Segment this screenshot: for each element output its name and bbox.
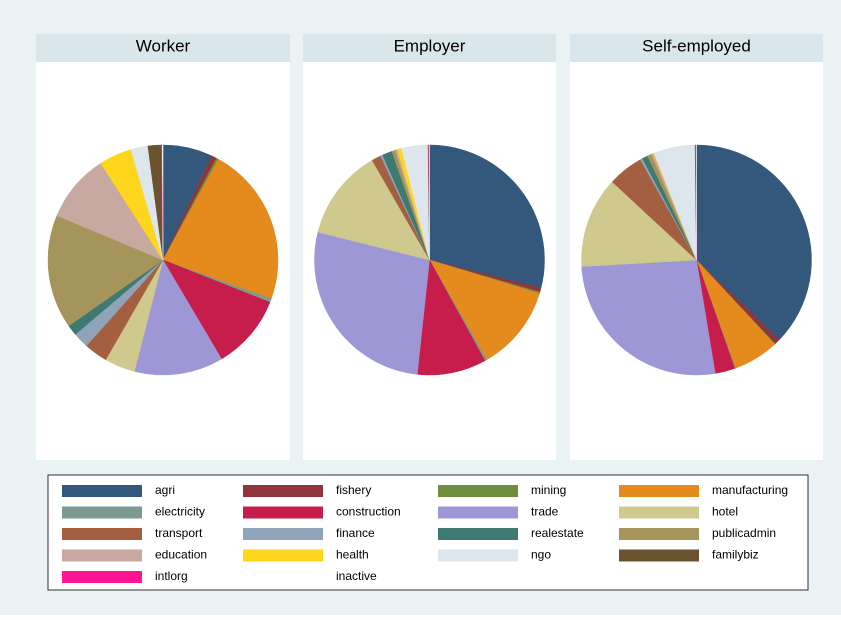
legend-label: familybiz: [712, 548, 759, 562]
legend-label: ngo: [531, 548, 551, 562]
legend-key: [243, 571, 323, 583]
legend-key: [243, 507, 323, 519]
legend-key: [243, 550, 323, 562]
legend-key: [619, 485, 699, 497]
legend-key: [62, 571, 142, 583]
legend-label: education: [155, 548, 207, 562]
panel-title: Worker: [136, 36, 191, 55]
legend-key: [438, 507, 518, 519]
legend-label: mining: [531, 483, 566, 497]
legend-key: [62, 550, 142, 562]
legend-key: [62, 528, 142, 540]
legend-key: [243, 528, 323, 540]
legend-label: health: [336, 548, 369, 562]
legend-label: fishery: [336, 483, 371, 497]
legend-label: intlorg: [155, 569, 188, 583]
panel-title: Self-employed: [642, 36, 751, 55]
legend-key: [619, 507, 699, 519]
legend-key: [619, 550, 699, 562]
legend-key: [62, 485, 142, 497]
legend-label: construction: [336, 505, 401, 519]
legend-label: realestate: [531, 526, 584, 540]
legend-label: electricity: [155, 505, 205, 519]
legend-label: finance: [336, 526, 375, 540]
panel-title: Employer: [394, 36, 466, 55]
legend-label: transport: [155, 526, 203, 540]
legend-key: [62, 507, 142, 519]
legend-label: agri: [155, 483, 175, 497]
legend-label: inactive: [336, 569, 377, 583]
legend-key: [438, 528, 518, 540]
legend-key: [619, 528, 699, 540]
legend-label: publicadmin: [712, 526, 776, 540]
legend-label: hotel: [712, 505, 738, 519]
legend-label: trade: [531, 505, 559, 519]
legend-key: [438, 550, 518, 562]
legend-label: manufacturing: [712, 483, 788, 497]
legend-key: [438, 485, 518, 497]
legend-key: [243, 485, 323, 497]
